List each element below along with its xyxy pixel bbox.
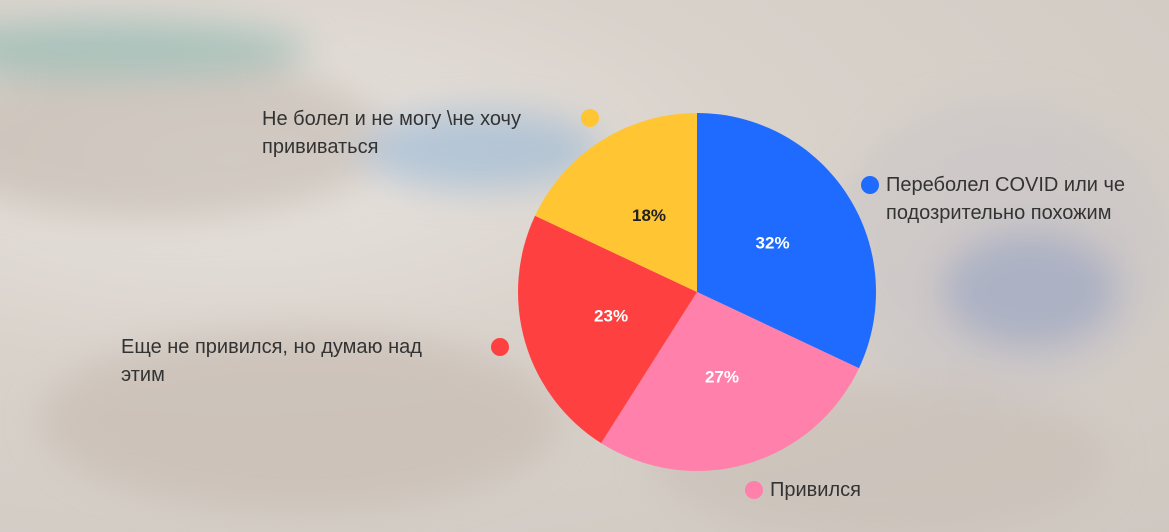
legend-label: Еще не привился, но думаю над этим [121,336,422,386]
value-label: 18% [632,206,666,225]
pie-slice [697,113,876,369]
pie-slice [601,292,859,472]
value-label: 32% [756,234,790,253]
legend-label: Переболел COVID или че подозрительно пох… [886,174,1126,224]
legend-marker [491,338,509,356]
legend-marker [861,176,879,194]
pie-slice [535,113,697,292]
value-label: 27% [705,367,739,386]
legend-marker [581,109,599,127]
legend-label: Привился [770,479,861,501]
pie-slice [518,215,697,444]
legend-label: Не болел и не могу \не хочу прививаться [262,108,521,158]
value-label: 23% [594,306,628,325]
legend-marker [745,481,763,499]
